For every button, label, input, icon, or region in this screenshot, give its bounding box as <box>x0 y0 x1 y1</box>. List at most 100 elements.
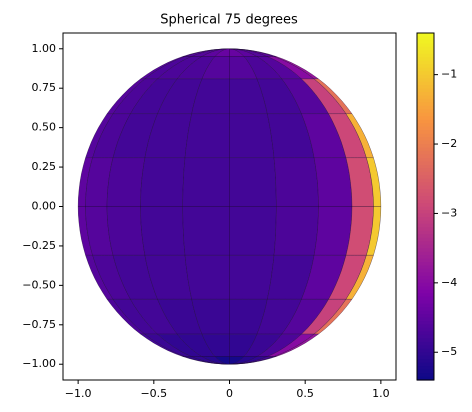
colorbar-tick-label: −1 <box>441 68 457 81</box>
colorbar-band <box>417 317 434 322</box>
colorbar-band <box>417 223 434 228</box>
colorbar-band <box>417 272 434 277</box>
colorbar-band <box>417 282 434 287</box>
colorbar-band <box>417 81 434 86</box>
x-tick-label: 0.5 <box>296 387 314 400</box>
colorbar-band <box>417 345 434 350</box>
colorbar-band <box>417 189 434 194</box>
colorbar-band <box>417 50 434 55</box>
colorbar-band <box>417 324 434 329</box>
y-tick-label: 0.00 <box>32 200 57 213</box>
colorbar-band <box>417 230 434 235</box>
colorbar-band <box>417 140 434 145</box>
mesh-cell <box>182 157 230 207</box>
colorbar-band <box>417 78 434 83</box>
colorbar-band <box>417 164 434 169</box>
mesh-cell <box>313 157 353 207</box>
colorbar-band <box>417 296 434 301</box>
colorbar-band <box>417 130 434 135</box>
colorbar-band <box>417 338 434 343</box>
y-tick-label: −1.00 <box>22 357 56 370</box>
colorbar-band <box>417 334 434 339</box>
colorbar-band <box>417 206 434 211</box>
colorbar-band <box>417 286 434 291</box>
colorbar-band <box>417 53 434 58</box>
colorbar-band <box>417 161 434 166</box>
colorbar-band <box>417 376 434 381</box>
colorbar-band <box>417 33 434 38</box>
colorbar-tick-label: −2 <box>441 137 457 150</box>
colorbar-band <box>417 137 434 142</box>
colorbar-band <box>417 300 434 305</box>
y-tick-label: −0.25 <box>22 239 56 252</box>
colorbar-band <box>417 102 434 107</box>
colorbar-tick-label: −4 <box>441 276 457 289</box>
colorbar-band <box>417 109 434 114</box>
colorbar-band <box>417 178 434 183</box>
colorbar-band <box>417 88 434 93</box>
colorbar-band <box>417 220 434 225</box>
colorbar-band <box>417 119 434 124</box>
colorbar-band <box>417 116 434 121</box>
mesh-cell <box>184 254 230 300</box>
mesh-cell <box>273 206 319 256</box>
x-tick-label: 1.0 <box>372 387 390 400</box>
mesh-cell <box>140 157 186 207</box>
colorbar-band <box>417 327 434 333</box>
colorbar-frame <box>416 32 435 381</box>
y-tick-label: 0.50 <box>32 121 57 134</box>
colorbar-band <box>417 314 434 319</box>
colorbar-band <box>417 293 434 298</box>
mesh-cell <box>313 206 353 256</box>
colorbar-band <box>417 147 434 152</box>
mesh-cell <box>229 157 277 207</box>
colorbar-band <box>417 105 434 110</box>
colorbar-band <box>417 57 434 62</box>
colorbar-band <box>417 255 434 260</box>
colorbar-band <box>417 182 434 187</box>
mesh-cell <box>229 113 275 159</box>
colorbar-band <box>417 85 434 90</box>
colorbar-band <box>417 150 434 156</box>
colorbar-band <box>417 262 434 267</box>
colorbar-band <box>417 341 434 346</box>
colorbar-band <box>417 98 434 103</box>
colorbar-band <box>417 359 434 364</box>
mesh-cell <box>140 206 186 256</box>
colorbar-band <box>417 213 434 218</box>
colorbar-band <box>417 192 434 197</box>
colorbar-band <box>417 248 434 253</box>
x-tick-label: 0 <box>226 387 233 400</box>
y-tick-label: 1.00 <box>32 42 57 55</box>
colorbar-band <box>417 74 434 79</box>
colorbar-tick-label: −5 <box>441 345 457 358</box>
mesh-cell <box>106 206 146 256</box>
colorbar-band <box>417 303 434 308</box>
colorbar-band <box>417 157 434 162</box>
colorbar-band <box>417 168 434 173</box>
y-tick-label: −0.50 <box>22 278 56 291</box>
chart-title: Spherical 75 degrees <box>160 13 298 28</box>
colorbar-band <box>417 348 434 353</box>
mesh-cell <box>182 206 230 256</box>
colorbar-band <box>417 216 434 221</box>
colorbar-band <box>417 227 434 232</box>
colorbar-band <box>417 251 434 256</box>
colorbar-band <box>417 265 434 270</box>
colorbar-band <box>417 91 434 97</box>
mesh-cell <box>184 113 230 159</box>
colorbar-band <box>417 60 434 65</box>
colorbar-band <box>417 123 434 128</box>
colorbar-band <box>417 362 434 367</box>
colorbar-band <box>417 244 434 249</box>
colorbar-band <box>417 331 434 336</box>
colorbar-band <box>417 310 434 315</box>
mesh-cell <box>106 157 146 207</box>
colorbar-band <box>417 279 434 284</box>
y-tick-label: 0.75 <box>32 81 57 94</box>
colorbar-band <box>417 366 434 371</box>
mesh-cell <box>229 254 275 300</box>
colorbar-band <box>417 289 434 294</box>
y-tick-label: 0.25 <box>32 160 57 173</box>
colorbar-band <box>417 203 434 208</box>
